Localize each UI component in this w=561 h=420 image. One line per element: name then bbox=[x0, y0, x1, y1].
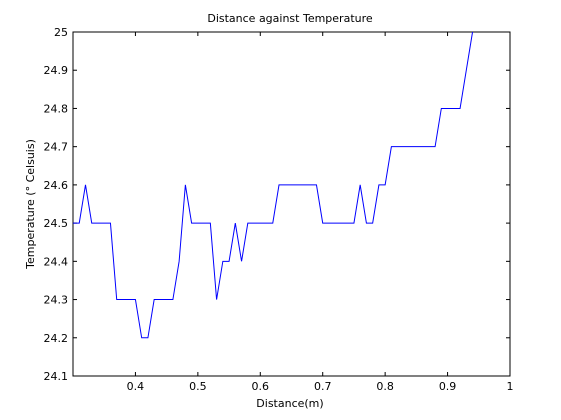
chart-title: Distance against Temperature bbox=[207, 12, 373, 25]
x-tick-label: 0.4 bbox=[127, 380, 145, 393]
x-tick-label: 0.7 bbox=[314, 380, 332, 393]
series-line bbox=[73, 31, 474, 339]
x-tick-label: 0.8 bbox=[376, 380, 394, 393]
y-axis: 24.1 24.2 24.3 24.4 24.5 24.6 24.7 24.8 24.9 25 bbox=[44, 26, 510, 383]
x-tick-label: 0.9 bbox=[439, 380, 457, 393]
y-tick-label: 24.9 bbox=[44, 64, 69, 77]
x-tick-label: 1 bbox=[507, 380, 514, 393]
y-tick-label: 24.7 bbox=[44, 141, 69, 154]
y-tick-label: 25 bbox=[54, 26, 68, 39]
y-tick-label: 24.3 bbox=[44, 294, 69, 307]
y-tick-label: 24.2 bbox=[44, 332, 69, 345]
x-tick-label: 0.5 bbox=[189, 380, 207, 393]
y-tick-label: 24.4 bbox=[44, 255, 69, 268]
y-tick-label: 24.5 bbox=[44, 217, 69, 230]
x-axis-label: Distance(m) bbox=[256, 397, 323, 410]
axes-box bbox=[72, 31, 511, 377]
y-axis-label: Temperature (° Celsuis) bbox=[24, 139, 37, 270]
plot-area: 0.4 0.5 0.6 0.7 0.8 0.9 1 24.1 24.2 24.3 24.4 24.5… bbox=[44, 26, 514, 393]
x-axis: 0.4 0.5 0.6 0.7 0.8 0.9 1 bbox=[127, 32, 514, 393]
y-tick-label: 24.6 bbox=[44, 179, 69, 192]
y-tick-label: 24.8 bbox=[44, 102, 69, 115]
y-tick-label: 24.1 bbox=[44, 370, 69, 383]
x-tick-label: 0.6 bbox=[252, 380, 270, 393]
